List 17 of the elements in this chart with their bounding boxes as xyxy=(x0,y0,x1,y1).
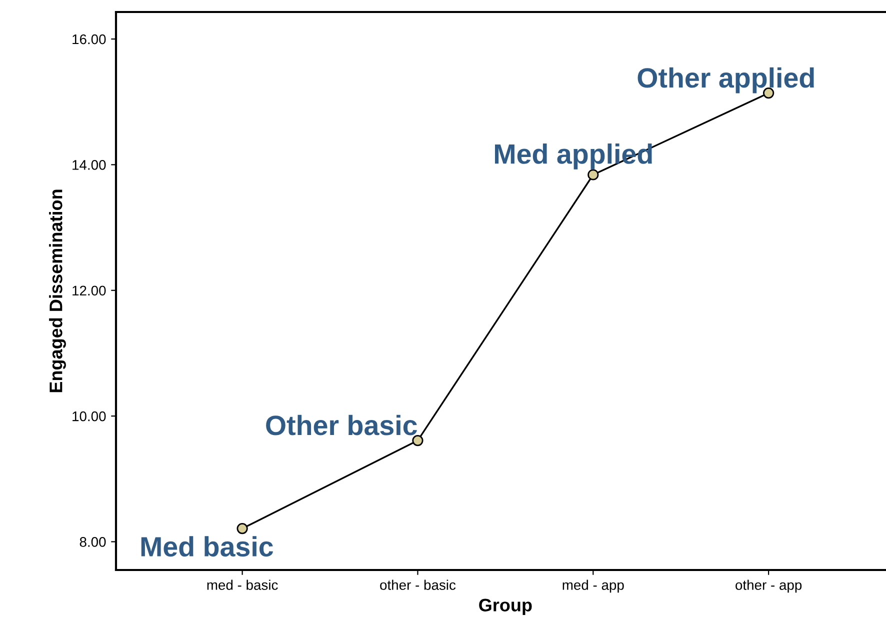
y-axis-title: Engaged Dissemination xyxy=(49,190,66,392)
point xyxy=(236,522,248,534)
y-tick-label: 10.00 xyxy=(72,411,106,422)
y-tick-label: 14.00 xyxy=(72,160,106,170)
point xyxy=(412,435,424,446)
x-tick-label: other - app xyxy=(736,580,802,593)
x-axis-title: Group xyxy=(479,598,532,616)
y-tick-label: 16.00 xyxy=(72,34,106,44)
x-tick-label: other - basic xyxy=(380,580,456,590)
annotation: Med basic xyxy=(141,536,274,557)
y-tick-label: 12.00 xyxy=(72,286,106,296)
x-tick-label: med - app xyxy=(562,580,624,593)
point xyxy=(588,169,599,180)
annotation: Other basic xyxy=(266,414,417,436)
y-tick-label: 8.00 xyxy=(80,537,106,547)
annotation: Other applied xyxy=(638,67,814,94)
x-tick-label: med - basic xyxy=(207,580,278,590)
